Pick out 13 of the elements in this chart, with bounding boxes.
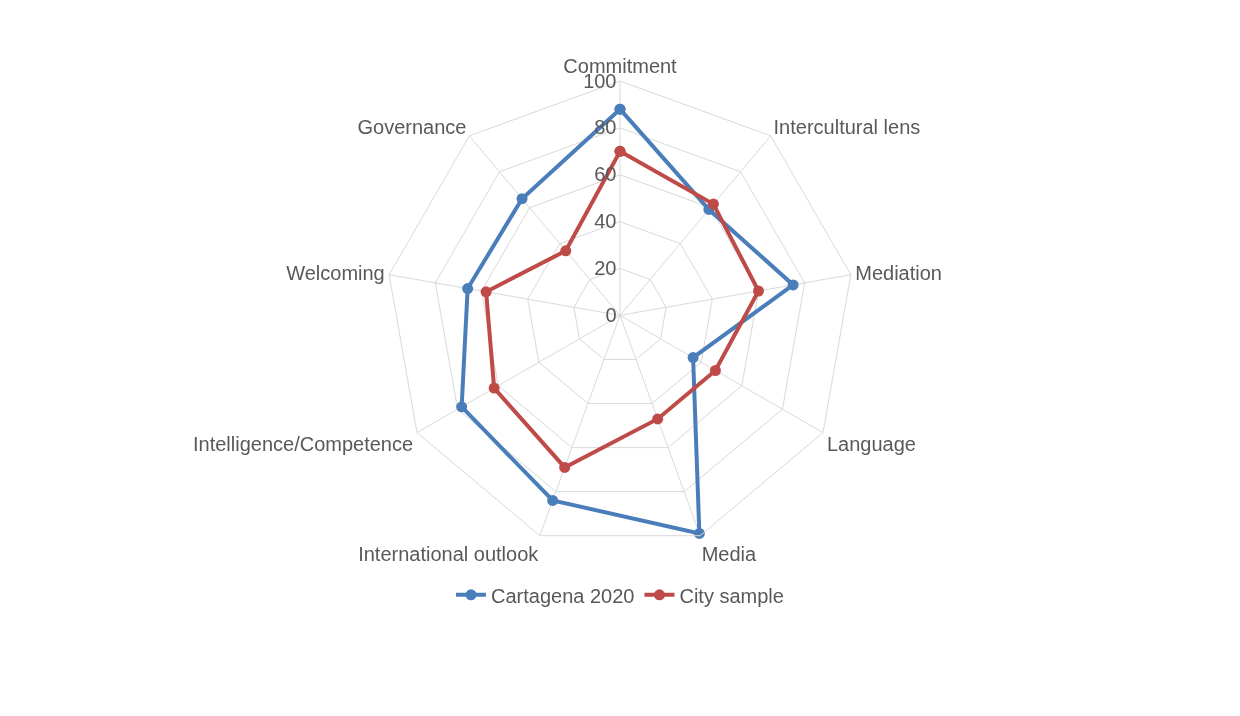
- spoke-label: Mediation: [855, 262, 942, 285]
- spoke-label: Language: [826, 432, 916, 455]
- legend-label: Cartagena 2020: [491, 584, 635, 607]
- y-tick-label: 40: [594, 210, 617, 233]
- spoke-label: International outlook: [358, 543, 540, 566]
- spoke-label: Governance: [357, 115, 467, 138]
- legend-label: City sample: [679, 584, 784, 607]
- y-tick-label: 20: [594, 257, 617, 280]
- spoke-label: Media: [701, 543, 758, 566]
- spoke-label: Intelligence/Competence: [192, 432, 414, 455]
- spoke-label: Intercultural lens: [773, 115, 921, 138]
- spoke-label: Welcoming: [286, 262, 385, 285]
- y-tick-label: 0: [605, 303, 617, 326]
